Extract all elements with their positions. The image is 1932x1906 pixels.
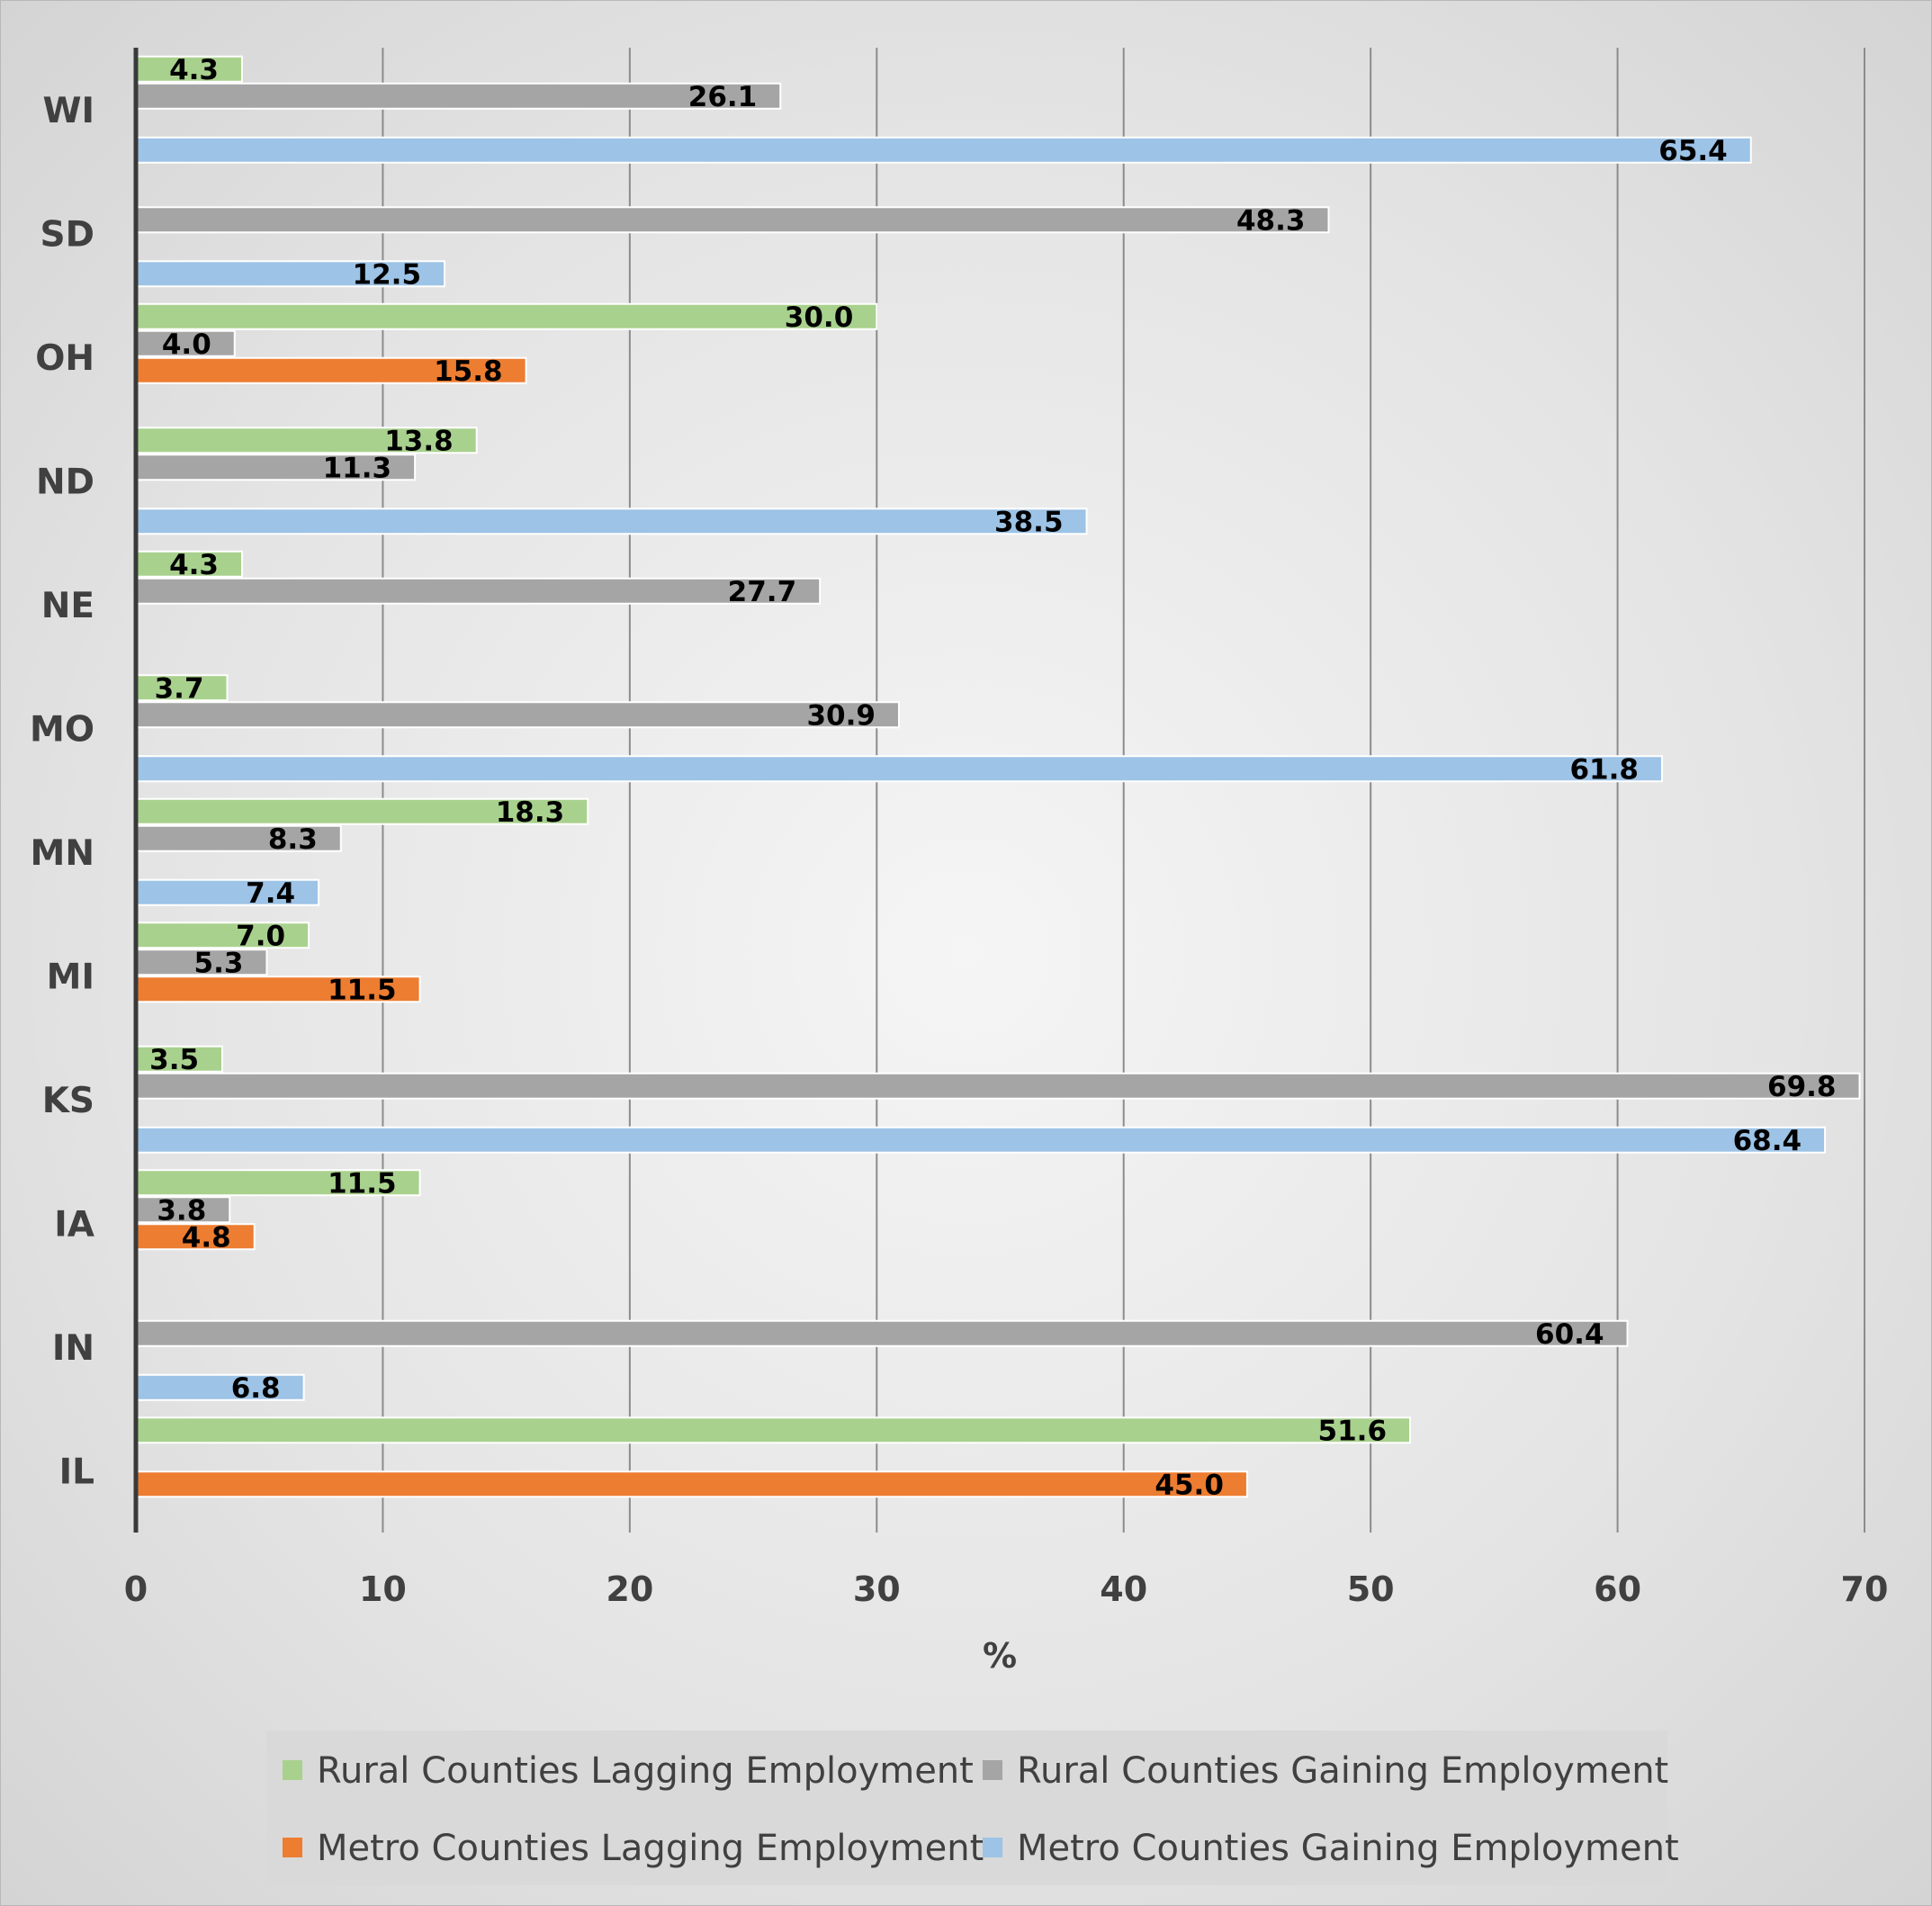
- bar-ne-series-1: [135, 550, 244, 578]
- category-label-mi: MI: [47, 957, 94, 997]
- data-label: 65.4: [1658, 135, 1728, 167]
- x-tick-label: 30: [853, 1569, 901, 1609]
- data-label: 30.9: [806, 699, 876, 732]
- legend-swatch-2: [983, 1760, 1002, 1780]
- data-label: 27.7: [728, 576, 797, 608]
- gridlines: [382, 48, 1865, 1533]
- category-label-ks: KS: [42, 1081, 94, 1121]
- bar-il-series-3: [135, 1470, 1248, 1498]
- data-label: 7.0: [236, 920, 285, 952]
- bar-wi-series-4: [135, 136, 1752, 164]
- bar-mi-series-1: [135, 922, 310, 949]
- data-label: 11.5: [328, 1167, 397, 1200]
- data-label: 4.8: [182, 1221, 231, 1254]
- bar-mo-series-2: [135, 701, 900, 729]
- data-label: 6.8: [231, 1372, 281, 1405]
- x-tick-label: 0: [124, 1569, 148, 1609]
- data-label: 13.8: [384, 425, 454, 457]
- data-label: 60.4: [1535, 1318, 1604, 1351]
- bar-in-series-4: [135, 1373, 305, 1401]
- bar-nd-series-4: [135, 508, 1088, 535]
- x-tick-label: 50: [1347, 1569, 1395, 1609]
- category-label-in: IN: [52, 1328, 94, 1369]
- x-tick-label: 40: [1100, 1569, 1147, 1609]
- category-label-oh: OH: [35, 338, 94, 379]
- category-label-il: IL: [59, 1452, 94, 1492]
- x-tick-label: 60: [1594, 1569, 1641, 1609]
- category-label-ne: NE: [41, 586, 94, 626]
- x-tick-label: 20: [606, 1569, 653, 1609]
- data-label: 5.3: [194, 947, 244, 979]
- bar-ia-series-2: [135, 1196, 231, 1224]
- legend: Rural Counties Lagging Employment Rural C…: [266, 1731, 1679, 1885]
- data-label: 18.3: [496, 796, 565, 829]
- category-label-ia: IA: [54, 1204, 94, 1245]
- data-label: 7.4: [246, 877, 295, 910]
- data-label: 3.5: [149, 1044, 199, 1076]
- legend-swatch-3: [283, 1838, 302, 1857]
- bar-ks-series-4: [135, 1126, 1827, 1154]
- bar-ne-series-2: [135, 577, 822, 605]
- data-label: 69.8: [1767, 1071, 1837, 1103]
- bar-in-series-2: [135, 1319, 1629, 1347]
- x-axis-title: %: [983, 1636, 1017, 1676]
- data-label: 4.3: [169, 54, 219, 86]
- data-label: 4.0: [162, 328, 211, 361]
- bar-il-series-1: [135, 1416, 1412, 1444]
- bar-wi-series-2: [135, 82, 782, 110]
- data-label: 3.7: [155, 672, 204, 705]
- data-label: 38.5: [994, 506, 1064, 538]
- bar-sd-series-4: [135, 260, 446, 288]
- bar-mo-series-1: [135, 674, 229, 702]
- data-label: 48.3: [1236, 204, 1306, 237]
- category-label-sd: SD: [40, 214, 94, 255]
- data-label: 11.5: [328, 974, 397, 1006]
- bar-oh-series-3: [135, 356, 527, 384]
- data-label: 4.3: [169, 549, 219, 581]
- category-label-nd: ND: [36, 462, 94, 502]
- bars: [135, 55, 1861, 1498]
- data-label: 11.3: [323, 452, 392, 484]
- legend-box: [266, 1731, 1667, 1885]
- x-tick-label: 70: [1841, 1569, 1889, 1609]
- legend-swatch-1: [283, 1760, 302, 1780]
- legend-swatch-4: [983, 1838, 1002, 1857]
- legend-entry-1: Rural Counties Lagging Employment: [317, 1750, 974, 1792]
- category-label-mo: MO: [30, 709, 94, 750]
- bar-mn-series-1: [135, 797, 589, 825]
- bar-mi-series-2: [135, 949, 268, 976]
- bar-sd-series-2: [135, 206, 1330, 234]
- data-label: 30.0: [785, 301, 854, 334]
- bar-ia-series-3: [135, 1223, 256, 1251]
- data-label: 15.8: [434, 355, 503, 388]
- data-label: 8.3: [268, 823, 318, 856]
- bar-oh-series-1: [135, 302, 878, 330]
- bar-oh-series-2: [135, 329, 236, 357]
- legend-entry-4: Metro Counties Gaining Employment: [1017, 1828, 1679, 1869]
- bar-ks-series-1: [135, 1045, 224, 1073]
- data-label: 12.5: [353, 258, 422, 291]
- bar-mn-series-2: [135, 824, 342, 852]
- category-label-wi: WI: [42, 91, 94, 131]
- bar-ks-series-2: [135, 1072, 1861, 1100]
- legend-entry-2: Rural Counties Gaining Employment: [1017, 1750, 1668, 1792]
- bar-nd-series-2: [135, 454, 417, 481]
- category-label-mn: MN: [31, 833, 94, 874]
- data-label: 26.1: [688, 81, 758, 113]
- data-label: 61.8: [1569, 753, 1639, 786]
- bar-mo-series-4: [135, 755, 1663, 783]
- data-label: 51.6: [1318, 1415, 1388, 1447]
- legend-entry-3: Metro Counties Lagging Employment: [317, 1828, 984, 1869]
- data-label: 68.4: [1733, 1125, 1802, 1157]
- data-label: 3.8: [157, 1194, 206, 1227]
- labels: 0 10 20 30 40 50 60 70 WI 4.3 26.1 65.4 SD 48.3 12.5 OH…: [30, 54, 1888, 1609]
- data-label: 45.0: [1155, 1469, 1224, 1501]
- x-tick-label: 10: [359, 1569, 407, 1609]
- bar-mi-series-3: [135, 975, 421, 1003]
